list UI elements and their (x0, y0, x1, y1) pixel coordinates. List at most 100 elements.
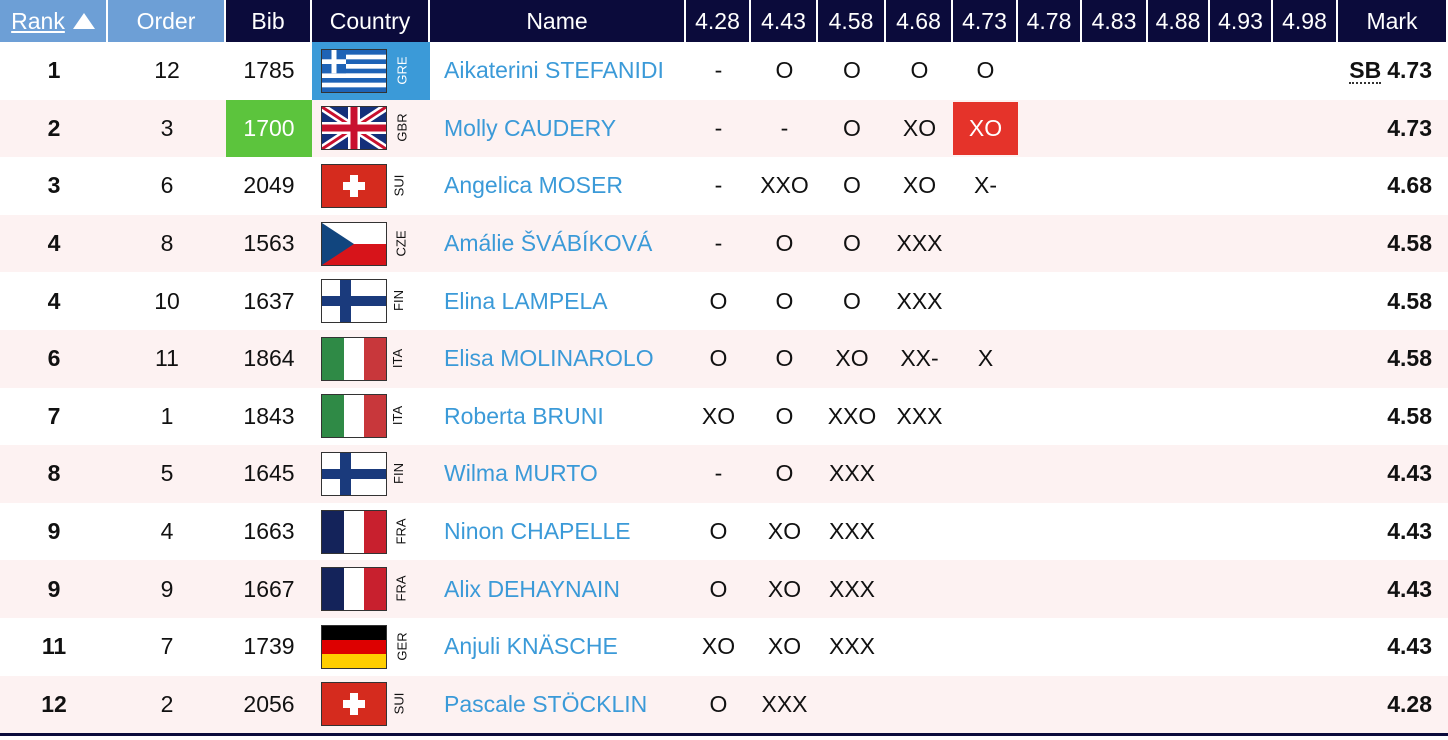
rank: 1 (47, 57, 61, 84)
attempt: O (775, 287, 794, 314)
mark: 4.43 (1338, 618, 1448, 676)
flag (321, 394, 387, 439)
attempt: XXX (828, 575, 876, 602)
athlete-name[interactable]: Angelica MOSER (444, 172, 623, 199)
bib: 1563 (243, 230, 295, 257)
row-background (0, 502, 1448, 561)
athlete-name[interactable]: Wilma MURTO (444, 460, 598, 487)
sort-rank[interactable]: Rank (11, 8, 95, 35)
mark-value: 4.28 (1387, 690, 1432, 717)
row-background (0, 157, 1448, 215)
order: 11 (155, 345, 179, 372)
rank: 3 (47, 172, 61, 199)
bib: 1645 (243, 460, 295, 487)
athlete-name[interactable]: Amálie ŠVÁBÍKOVÁ (444, 230, 653, 257)
attempt: XO (701, 402, 736, 429)
attempt: XXO (760, 172, 809, 199)
rank: 2 (47, 114, 61, 141)
athlete-name[interactable]: Elisa MOLINAROLO (444, 345, 654, 372)
header-bib[interactable]: Bib (226, 0, 312, 42)
bib: 1785 (243, 57, 295, 84)
country-code: GBR (394, 113, 410, 142)
athlete-name[interactable]: Roberta BRUNI (444, 402, 604, 429)
attempt: - (714, 460, 723, 487)
order: 3 (160, 114, 174, 141)
country-code: ITA (390, 406, 406, 426)
mark: 4.43 (1338, 445, 1448, 503)
country: ITA (312, 388, 430, 446)
attempt: XO (701, 633, 736, 660)
mark: 4.73 (1338, 100, 1448, 158)
attempt: O (709, 345, 728, 372)
order: 2 (160, 690, 174, 717)
season-best: SB (1349, 56, 1382, 84)
order: 12 (154, 57, 180, 84)
attempt: X- (974, 172, 997, 199)
flag (321, 48, 387, 93)
flag (321, 451, 387, 496)
flag (321, 682, 387, 727)
attempt: XXX (896, 287, 943, 314)
athlete-name[interactable]: Anjuli KNÄSCHE (444, 633, 618, 660)
header-height: 4.88 (1148, 0, 1210, 42)
country-code: GER (394, 632, 410, 661)
header-rank[interactable]: Rank (0, 0, 108, 42)
attempt: - (714, 114, 723, 141)
country-code: SUI (391, 693, 407, 715)
country-code: ITA (390, 348, 406, 368)
header-mark[interactable]: Mark (1338, 0, 1448, 42)
row-background (0, 272, 1448, 330)
mark-value: 4.58 (1387, 287, 1432, 314)
order: 9 (160, 575, 174, 602)
bib: 1864 (243, 345, 295, 372)
attempt: O (709, 518, 728, 545)
flag (321, 163, 387, 208)
order: 5 (160, 460, 174, 487)
attempt: O (775, 345, 794, 372)
attempt: - (714, 57, 723, 84)
mark-value: 4.68 (1387, 172, 1432, 199)
attempt: XO (953, 101, 1018, 156)
header-country[interactable]: Country (312, 0, 430, 42)
attempt: O (843, 114, 861, 141)
flag (321, 106, 387, 151)
attempt: XXO (827, 402, 877, 429)
mark: 4.58 (1338, 215, 1448, 273)
athlete-name[interactable]: Pascale STÖCKLIN (444, 690, 648, 717)
attempt: XO (902, 172, 937, 199)
header-height: 4.28 (686, 0, 751, 42)
country-code: GRE (394, 56, 410, 85)
country: GRE (312, 42, 430, 100)
athlete-name[interactable]: Alix DEHAYNAIN (444, 575, 620, 602)
athlete-name[interactable]: Elina LAMPELA (444, 287, 608, 314)
flag (321, 567, 387, 612)
mark: SB 4.73 (1338, 42, 1448, 100)
attempt: XO (767, 575, 802, 602)
row-background (0, 618, 1448, 676)
rank: 11 (41, 633, 67, 660)
header-order[interactable]: Order (108, 0, 226, 42)
athlete-name[interactable]: Molly CAUDERY (444, 114, 617, 141)
attempt: O (709, 575, 728, 602)
header-height: 4.78 (1018, 0, 1082, 42)
mark-value: 4.43 (1387, 518, 1432, 545)
mark-value: 4.58 (1387, 402, 1432, 429)
row-background (0, 675, 1448, 734)
attempt: O (775, 460, 794, 487)
attempt: O (775, 230, 794, 257)
mark: 4.43 (1338, 560, 1448, 618)
country-code: CZE (393, 230, 409, 257)
header-name[interactable]: Name (430, 0, 686, 42)
athlete-name[interactable]: Ninon CHAPELLE (444, 518, 631, 545)
row-background (0, 214, 1448, 273)
flag (321, 624, 387, 669)
bib: 1843 (243, 402, 295, 429)
country-code: SUI (391, 174, 407, 197)
table-bottom-border (0, 733, 1448, 737)
attempt: X (977, 345, 994, 372)
athlete-name[interactable]: Aikaterini STEFANIDI (444, 57, 664, 84)
country: CZE (312, 215, 430, 273)
country: FIN (312, 445, 430, 503)
mark-value: 4.58 (1387, 345, 1432, 372)
